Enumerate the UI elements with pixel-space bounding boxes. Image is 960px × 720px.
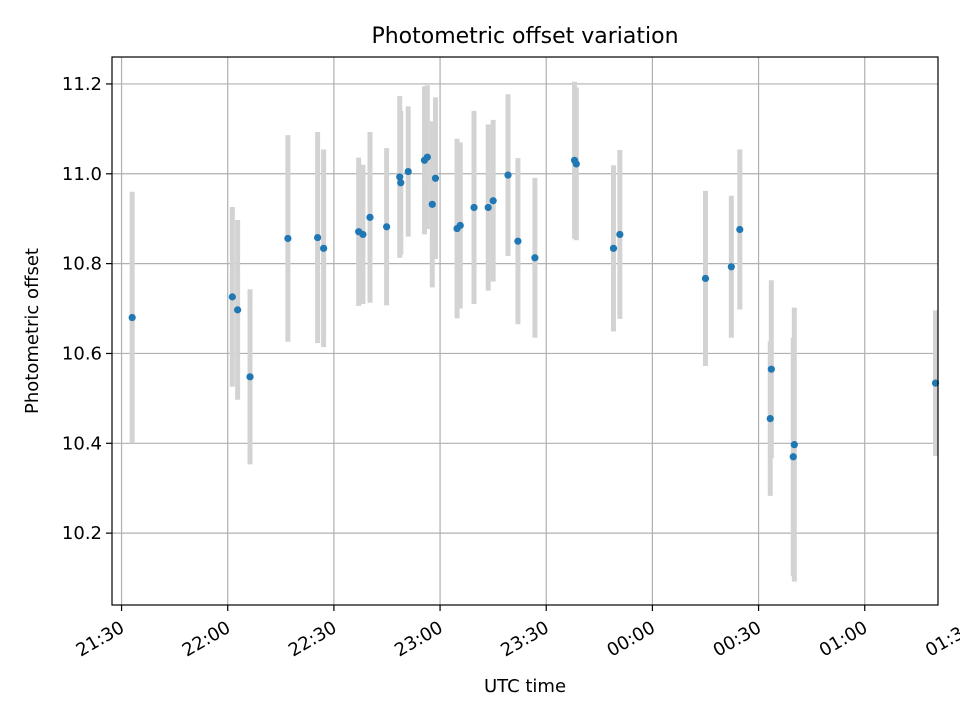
data-point	[470, 203, 478, 212]
data-point	[246, 373, 254, 381]
y-axis-ticks: 10.2 10.4 10.6 10.8 11.0 11.2	[62, 74, 112, 544]
data-point	[359, 230, 367, 239]
data-point	[397, 179, 405, 187]
data-point	[736, 225, 744, 234]
plot-frame	[111, 56, 939, 606]
data-point	[396, 173, 404, 181]
data-point	[609, 244, 618, 252]
data-point	[228, 293, 236, 301]
data-point	[504, 171, 512, 179]
data-point	[727, 263, 735, 271]
data-point	[701, 274, 710, 283]
data-points	[128, 153, 940, 461]
y-tick-label: 11.2	[62, 74, 102, 95]
y-tick-label: 10.6	[62, 343, 102, 364]
y-tick-label: 11.0	[62, 164, 102, 185]
data-point	[789, 453, 797, 461]
data-point	[428, 200, 436, 208]
data-point	[767, 365, 775, 373]
x-axis-label: UTC time	[484, 676, 566, 697]
data-point	[456, 221, 464, 230]
data-point	[616, 230, 624, 239]
data-point	[484, 203, 492, 212]
data-point	[572, 160, 580, 168]
data-point	[128, 313, 136, 322]
data-point	[514, 237, 522, 245]
data-point	[531, 254, 539, 262]
y-axis-label: Photometric offset	[22, 248, 43, 414]
y-tick-label: 10.4	[62, 433, 102, 454]
data-point	[423, 153, 431, 161]
data-point	[404, 167, 412, 176]
chart-title: Photometric offset variation	[371, 24, 678, 49]
data-point	[234, 306, 242, 314]
data-point	[366, 213, 374, 221]
data-point	[383, 223, 391, 231]
data-point	[431, 174, 440, 182]
data-point	[766, 414, 774, 423]
data-point	[790, 441, 798, 449]
data-point	[284, 234, 292, 243]
y-tick-label: 10.2	[62, 523, 102, 544]
data-point	[489, 197, 497, 205]
data-point	[931, 379, 940, 387]
data-point	[314, 233, 322, 242]
data-point	[320, 244, 328, 252]
y-tick-label: 10.8	[62, 254, 102, 275]
